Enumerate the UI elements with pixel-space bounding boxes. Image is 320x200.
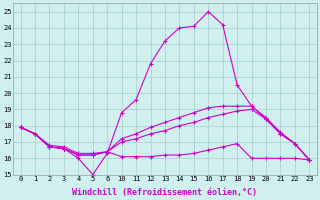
X-axis label: Windchill (Refroidissement éolien,°C): Windchill (Refroidissement éolien,°C) bbox=[72, 188, 258, 197]
